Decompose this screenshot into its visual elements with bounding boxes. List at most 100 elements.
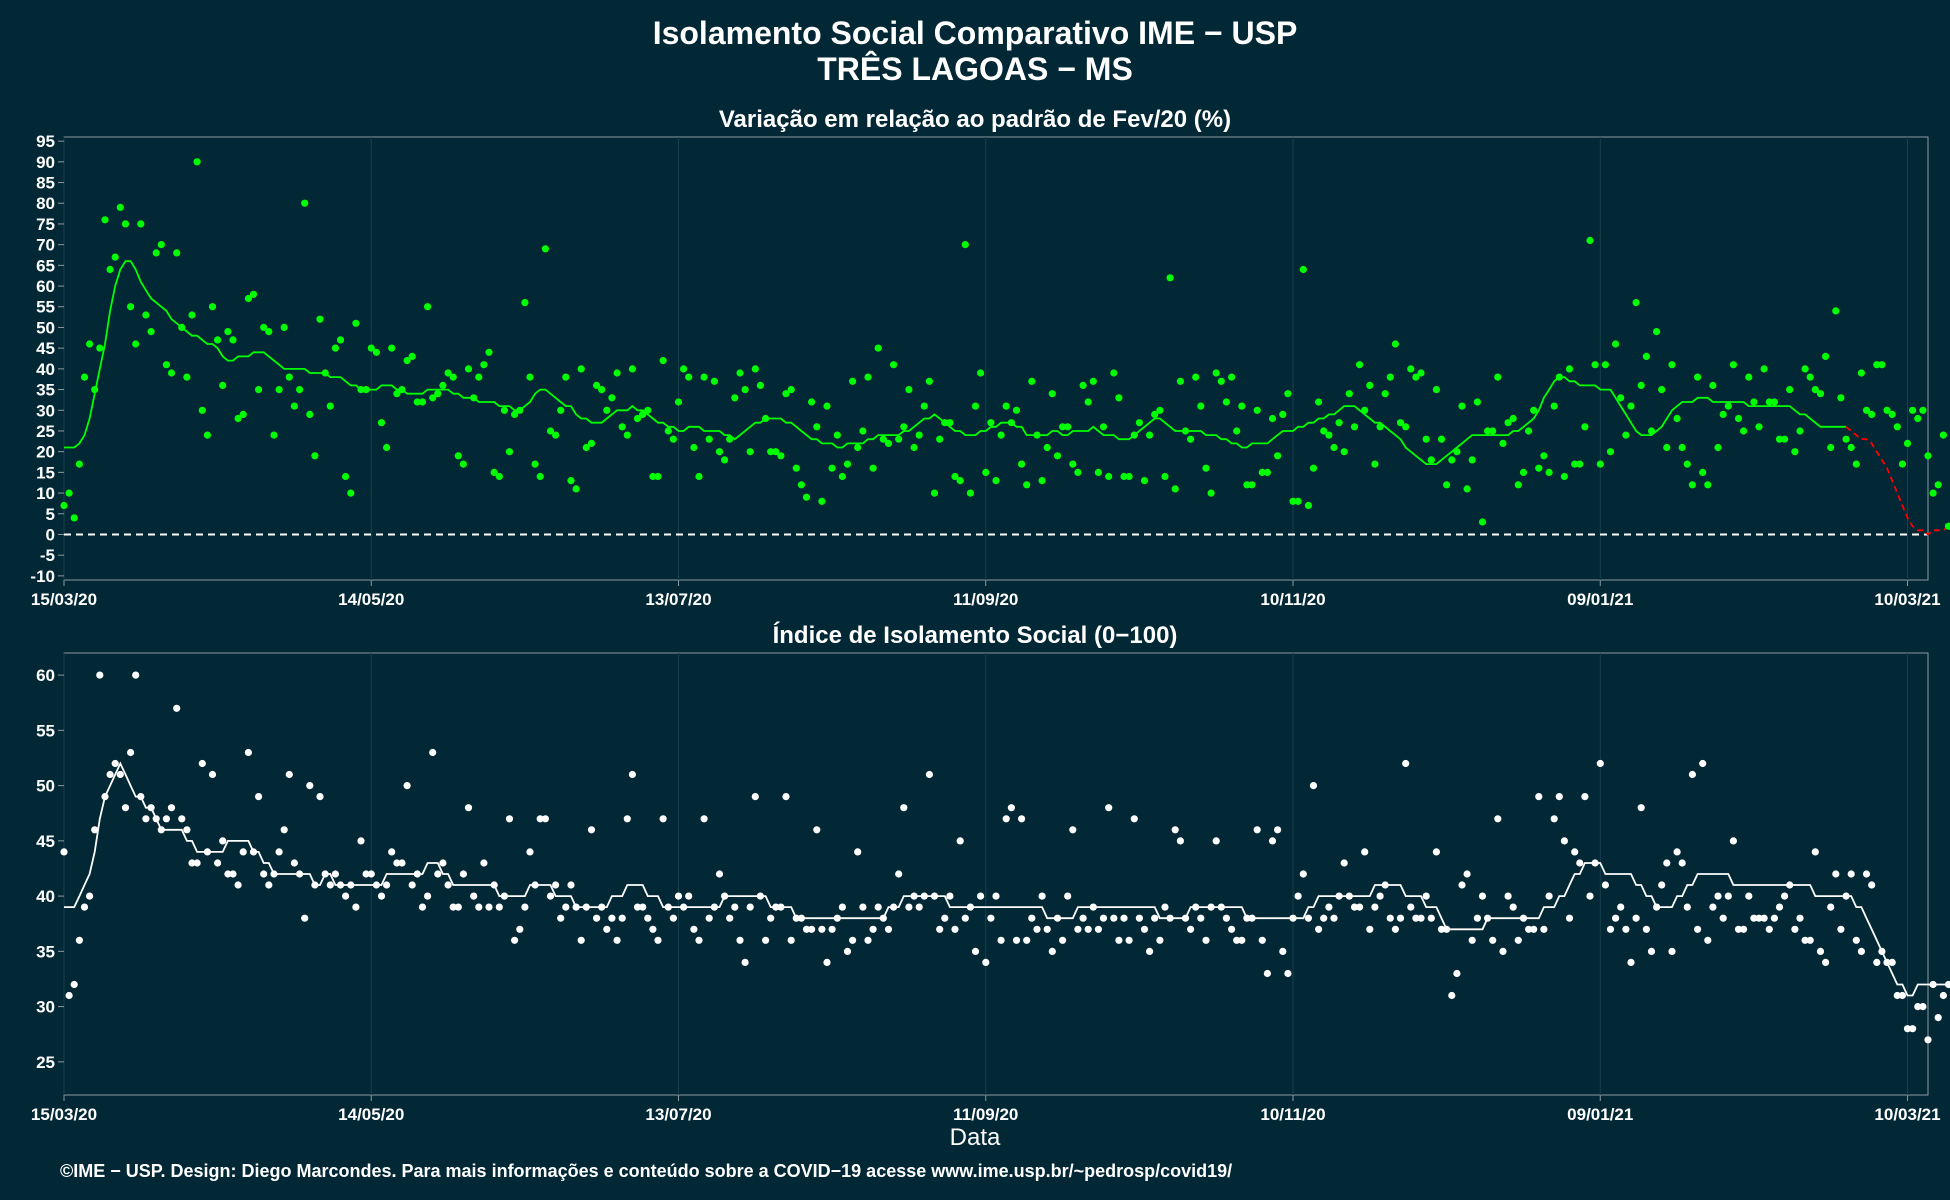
index-point <box>1581 793 1589 801</box>
variation-point <box>70 514 78 522</box>
variation-point <box>1315 398 1323 406</box>
variation-point <box>1519 468 1528 476</box>
variation-point <box>654 472 662 481</box>
variation-point <box>1484 427 1492 435</box>
variation-point <box>1299 265 1307 274</box>
index-point <box>1381 881 1389 889</box>
index-point <box>669 914 678 922</box>
index-point <box>1714 892 1722 900</box>
index-x-tick-label: 15/03/20 <box>31 1105 97 1124</box>
index-y-tick-label: 45 <box>36 832 55 851</box>
index-point <box>1647 947 1656 956</box>
variation-point <box>1842 435 1850 443</box>
index-point <box>1386 914 1394 922</box>
variation-point <box>1550 402 1558 410</box>
variation-y-tick-label: -5 <box>40 546 55 565</box>
index-point <box>546 892 555 900</box>
variation-point <box>1586 236 1594 245</box>
index-point <box>633 903 642 911</box>
index-y-tick-label: 40 <box>36 887 55 906</box>
variation-point <box>424 303 432 311</box>
index-point <box>946 892 954 900</box>
variation-point <box>685 373 693 381</box>
variation-point <box>1381 390 1389 398</box>
index-point <box>1007 804 1016 812</box>
index-point <box>562 903 570 911</box>
variation-point <box>1642 352 1650 360</box>
variation-point <box>1478 518 1487 526</box>
index-point <box>1530 925 1538 933</box>
variation-x-tick-label: 15/03/20 <box>31 590 97 609</box>
index-x-tick-label: 10/11/20 <box>1260 1105 1325 1124</box>
index-point <box>623 815 631 823</box>
index-point <box>1852 936 1860 944</box>
index-point <box>470 892 478 900</box>
index-point <box>275 848 283 856</box>
variation-point <box>336 336 345 344</box>
variation-point <box>767 448 775 456</box>
variation-point <box>587 439 596 447</box>
variation-point <box>879 435 887 443</box>
variation-point <box>86 340 94 348</box>
index-point <box>1565 914 1574 922</box>
index-point <box>767 914 775 922</box>
variation-point <box>444 369 452 377</box>
index-point <box>1407 903 1415 911</box>
variation-point <box>1678 443 1686 452</box>
variation-point <box>1453 448 1461 456</box>
index-point <box>203 848 211 856</box>
variation-point <box>1740 427 1748 435</box>
index-point <box>490 881 498 889</box>
index-point <box>301 914 309 922</box>
index-point <box>1084 925 1092 933</box>
index-point <box>997 936 1005 944</box>
variation-point <box>111 253 119 261</box>
variation-point <box>1473 398 1481 406</box>
variation-point <box>183 373 191 381</box>
index-point <box>1724 892 1732 900</box>
variation-point <box>854 443 862 452</box>
index-point <box>1627 958 1635 967</box>
variation-point <box>1868 410 1876 418</box>
index-point <box>1320 914 1328 922</box>
variation-y-tick-label: 45 <box>36 339 55 358</box>
variation-point <box>1653 328 1661 336</box>
index-point <box>1125 936 1133 944</box>
page-title: Isolamento Social Comparativo IME − USP <box>653 15 1298 51</box>
variation-point <box>895 435 903 443</box>
variation-point <box>152 249 160 257</box>
index-point <box>167 804 176 812</box>
variation-point <box>383 443 391 452</box>
variation-point <box>505 448 514 456</box>
index-point <box>582 903 590 911</box>
variation-point <box>162 361 170 369</box>
index-point <box>1402 759 1410 768</box>
index-point <box>746 903 754 911</box>
index-point <box>1653 903 1661 911</box>
index-point <box>495 903 503 911</box>
index-point <box>280 826 288 834</box>
index-point <box>1944 980 1950 989</box>
index-point <box>613 936 621 944</box>
variation-point <box>1719 410 1727 418</box>
index-point <box>439 859 447 867</box>
variation-point <box>132 340 140 348</box>
variation-point <box>1811 386 1819 394</box>
variation-point <box>603 406 611 414</box>
variation-point <box>1064 423 1072 431</box>
index-point <box>132 671 140 679</box>
index-y-tick-label: 50 <box>36 777 55 796</box>
variation-point <box>1371 460 1379 468</box>
variation-point <box>1770 398 1778 406</box>
variation-point <box>1924 452 1932 460</box>
variation-point <box>234 414 242 423</box>
variation-point <box>961 241 969 249</box>
variation-point <box>1596 460 1604 468</box>
variation-point <box>1268 414 1277 423</box>
variation-point <box>1018 460 1026 468</box>
index-point <box>941 914 949 922</box>
variation-point <box>1012 406 1021 414</box>
index-point <box>408 881 416 889</box>
index-point <box>1898 991 1906 1000</box>
